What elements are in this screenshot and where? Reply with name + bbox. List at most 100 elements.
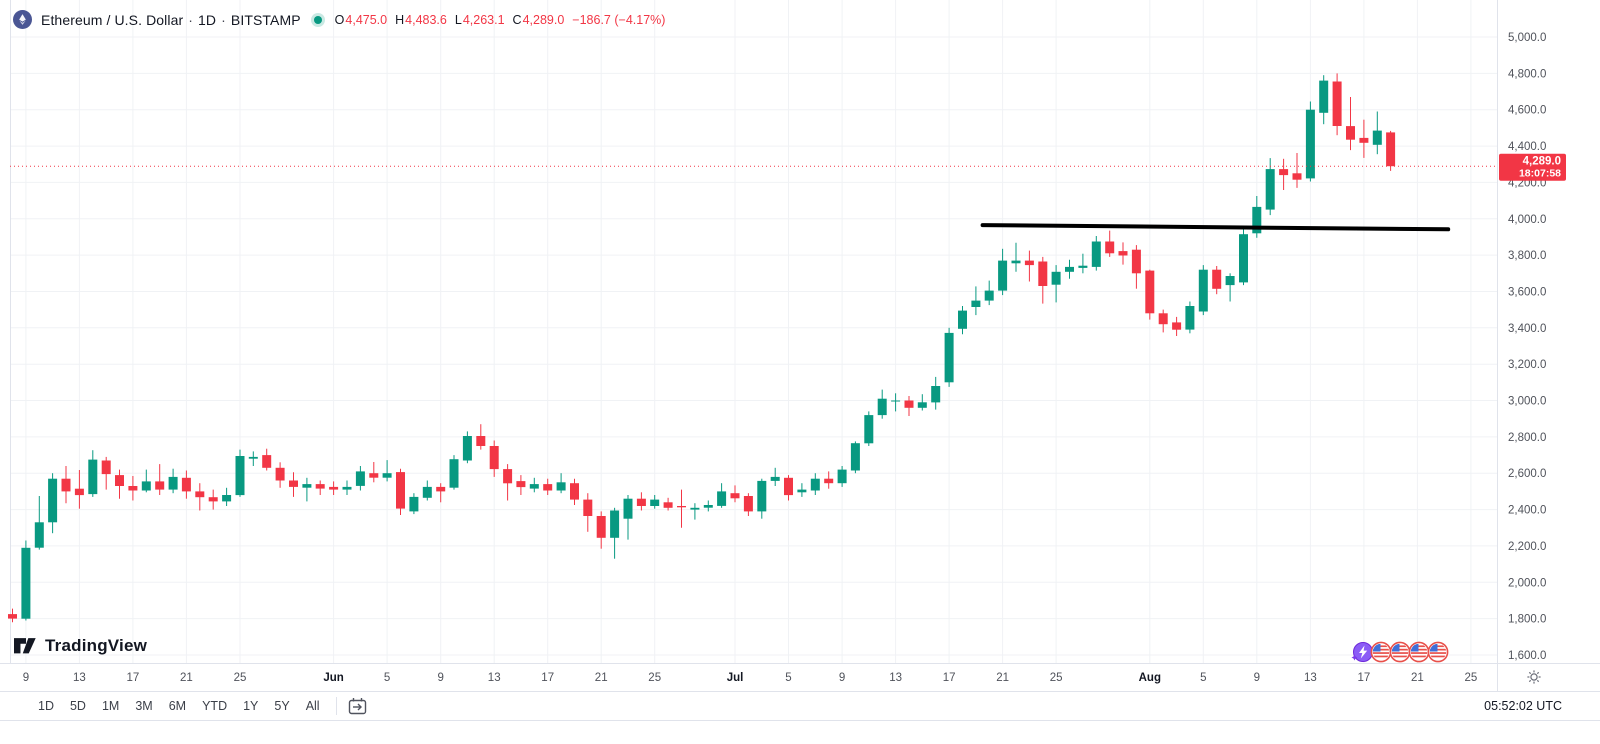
change-value: −186.7 (−4.17%) — [572, 12, 666, 27]
candle — [1292, 153, 1302, 188]
candle — [850, 441, 860, 474]
range-button-1y[interactable]: 1Y — [243, 699, 259, 713]
horizontal-trendline-drawing[interactable] — [980, 223, 1451, 232]
time-axis-label: 9 — [1254, 672, 1260, 684]
candle — [101, 456, 111, 490]
price-axis-label: 4,400.0 — [1508, 141, 1546, 153]
symbol-header: Ethereum / U.S. Dollar · 1D · BITSTAMP O… — [13, 10, 665, 29]
price-axis-label: 4,000.0 — [1508, 214, 1546, 226]
high-value: 4,483.6 — [405, 12, 447, 27]
candle — [556, 473, 566, 494]
candle — [342, 480, 352, 495]
candle — [583, 493, 593, 532]
candle — [369, 462, 379, 483]
clock-utc[interactable]: 05:52:02 UTC — [1484, 699, 1562, 713]
candle — [743, 493, 753, 516]
footer-strip — [0, 722, 1600, 744]
range-button-all[interactable]: All — [305, 699, 320, 713]
candle — [770, 467, 780, 486]
candle — [8, 608, 17, 623]
price-axis-label: 2,200.0 — [1508, 541, 1546, 553]
price-axis-label: 1,600.0 — [1508, 650, 1546, 662]
candle — [1198, 265, 1208, 316]
price-axis-label: 3,400.0 — [1508, 323, 1546, 335]
candle — [877, 389, 887, 419]
candle — [1131, 245, 1141, 289]
us-flag-emoji-badge — [1369, 640, 1393, 664]
time-axis-label: 13 — [488, 672, 501, 684]
price-axis-label: 4,600.0 — [1508, 105, 1546, 117]
candle — [289, 472, 298, 497]
range-button-6m[interactable]: 6M — [168, 699, 187, 713]
low-value: 4,263.1 — [462, 12, 505, 27]
price-axis-label: 2,800.0 — [1508, 432, 1546, 444]
candle — [462, 431, 472, 464]
time-axis-label: 5 — [785, 672, 791, 684]
last-price-tag: 4,289.018:07:58 — [1499, 153, 1566, 181]
candle — [449, 455, 459, 490]
tradingview-logo[interactable]: TradingView — [14, 636, 147, 656]
go-to-date-button[interactable] — [347, 696, 368, 717]
time-axis-label: 5 — [1200, 672, 1206, 684]
range-button-ytd[interactable]: YTD — [202, 699, 228, 713]
candle — [1319, 75, 1329, 125]
market-status-dot[interactable] — [313, 15, 322, 24]
interval-label[interactable]: 1D — [198, 11, 217, 28]
candle — [1105, 230, 1115, 257]
price-axis-label: 3,600.0 — [1508, 287, 1546, 299]
ethereum-icon[interactable] — [13, 10, 32, 29]
candle — [570, 478, 579, 505]
symbol-name: Ethereum / U.S. Dollar — [41, 11, 184, 28]
candle — [1024, 250, 1034, 282]
candle — [1172, 316, 1182, 336]
range-button-1d[interactable]: 1D — [38, 699, 54, 713]
price-axis-label: 2,600.0 — [1508, 468, 1546, 480]
candle — [636, 492, 646, 511]
candle — [663, 497, 673, 511]
candlestick-chart[interactable]: 5,000.04,800.04,600.04,400.04,200.04,000… — [0, 0, 1600, 691]
chart-pane[interactable]: 5,000.0 4,800.0 4,600.0 4,400.0 4,200.0 4,000… — [0, 0, 1600, 691]
candle — [1051, 265, 1061, 303]
candle — [1038, 256, 1048, 304]
candle — [48, 473, 58, 534]
price-axis-label: 3,200.0 — [1508, 359, 1546, 371]
candle — [409, 493, 419, 515]
candle — [262, 448, 272, 471]
candle — [596, 511, 606, 549]
open-label: O — [334, 12, 345, 27]
candle — [248, 451, 258, 466]
range-button-3m[interactable]: 3M — [135, 699, 153, 713]
svg-text:4,289.0: 4,289.0 — [1523, 156, 1561, 168]
candle — [168, 468, 178, 494]
time-axis-label: 5 — [384, 672, 390, 684]
candle — [837, 466, 847, 487]
time-axis-label: Jun — [323, 672, 343, 684]
candle — [302, 477, 312, 502]
time-axis-label: 21 — [595, 672, 608, 684]
time-axis-label: 17 — [127, 672, 140, 684]
gear-icon[interactable] — [1527, 670, 1541, 684]
range-button-1m[interactable]: 1M — [101, 699, 120, 713]
candle — [917, 394, 927, 411]
time-axis-label: 25 — [1465, 672, 1478, 684]
candle — [610, 507, 620, 559]
time-axis-label: 13 — [1304, 672, 1317, 684]
candle — [315, 480, 325, 495]
candle — [128, 476, 138, 501]
range-button-5y[interactable]: 5Y — [274, 699, 290, 713]
candle — [275, 462, 285, 488]
us-flag-emoji-badge — [1407, 640, 1431, 664]
close-value: 4,289.0 — [522, 12, 565, 27]
candle — [141, 469, 151, 493]
candle — [181, 470, 191, 499]
range-button-5d[interactable]: 5D — [69, 699, 86, 713]
price-axis-label: 4,800.0 — [1508, 68, 1546, 80]
candle — [1252, 196, 1262, 238]
candle — [529, 477, 539, 493]
candle — [195, 483, 205, 511]
symbol-title[interactable]: Ethereum / U.S. Dollar · 1D · BITSTAMP — [41, 12, 301, 28]
candle — [757, 478, 767, 519]
candle — [1332, 73, 1342, 136]
time-axis-label: 17 — [1358, 672, 1371, 684]
price-axis-label: 3,000.0 — [1508, 396, 1546, 408]
